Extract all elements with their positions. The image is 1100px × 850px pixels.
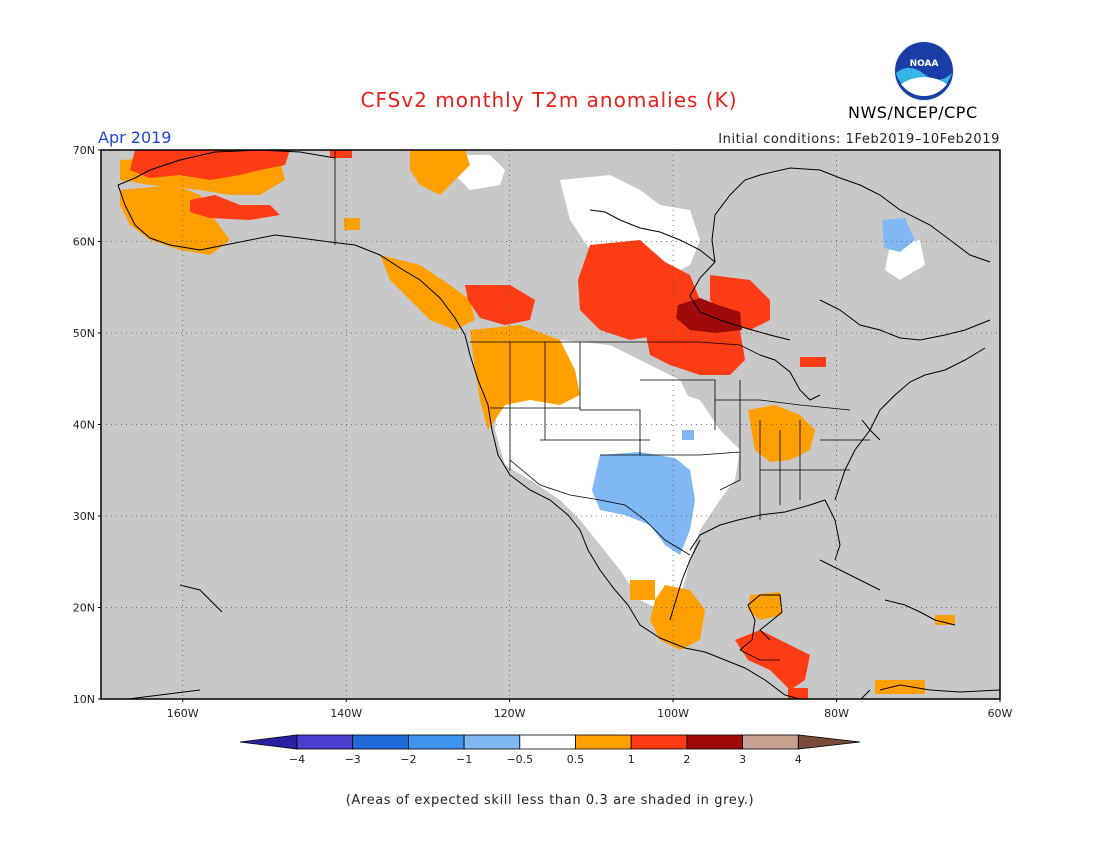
lat-label-70N: 70N <box>73 144 95 157</box>
lat-label-40N: 40N <box>73 419 95 432</box>
lat-label-30N: 30N <box>73 510 95 523</box>
anomaly-white-central <box>560 340 690 400</box>
colorbar-label: −0.5 <box>506 753 533 766</box>
colorbar-label: −1 <box>456 753 472 766</box>
anomaly-orange-spot2 <box>875 680 925 694</box>
colorbar-box <box>463 734 521 750</box>
noaa-logo-text: NOAA <box>909 59 939 69</box>
anomaly-red-bc <box>465 285 535 325</box>
colorbar-label: −4 <box>289 753 305 766</box>
anomaly-red-midwest <box>645 320 745 375</box>
initial-conditions: Initial conditions: 1Feb2019–10Feb2019 <box>718 132 1000 147</box>
anomaly-orange-yucatan <box>748 592 782 620</box>
latitude-labels: 70N 60N 50N 40N 30N 20N 10N <box>73 144 101 706</box>
colorbar-box <box>407 734 465 750</box>
anomaly-orange-ohio <box>748 405 815 462</box>
longitude-labels: 160W 140W 120W 100W 80W 60W <box>167 699 1013 720</box>
anomaly-red-spot1 <box>800 357 826 367</box>
anomaly-orange-nw <box>470 325 580 430</box>
anomaly-red-alaska-interior <box>190 195 280 220</box>
skill-footnote: (Areas of expected skill less than 0.3 a… <box>345 793 755 808</box>
lon-label-120W: 120W <box>494 707 526 720</box>
anomaly-blue-quebec <box>882 218 915 252</box>
colorbar-box <box>575 734 632 750</box>
colorbar-right-arrow <box>797 734 861 750</box>
colorbar-box <box>352 734 409 750</box>
lat-label-50N: 50N <box>73 327 95 340</box>
colorbar-label: 0.5 <box>567 753 585 766</box>
lat-label-20N: 20N <box>73 602 95 615</box>
borders <box>334 150 870 661</box>
colorbar-box <box>630 734 688 750</box>
anomaly-blue-spot <box>682 430 694 440</box>
colorbar-label: 3 <box>739 753 746 766</box>
lon-label-160W: 160W <box>167 707 199 720</box>
anomaly-white-canada <box>560 175 700 280</box>
anomaly-orange-spot1 <box>344 218 360 230</box>
colorbar-box <box>519 734 576 750</box>
anomaly-red-alaska <box>130 150 290 180</box>
colorbar-label: −3 <box>345 753 361 766</box>
colorbar-box <box>742 734 799 750</box>
colorbar-label: 4 <box>795 753 802 766</box>
agency-label: NWS/NCEP/CPC <box>848 103 978 122</box>
lon-label-60W: 60W <box>988 707 1013 720</box>
anomaly-orange-yukon <box>410 150 470 195</box>
anomaly-orange-bc <box>380 255 475 330</box>
lon-label-140W: 140W <box>330 707 362 720</box>
colorbar: −4 −3 −2 −1 −0.5 0.5 1 2 3 4 <box>239 734 861 766</box>
lat-label-10N: 10N <box>73 693 95 706</box>
colorbar-label: 2 <box>683 753 690 766</box>
noaa-logo <box>894 41 954 101</box>
chart-title-text: CFSv2 monthly T2m anomalies (K) <box>360 88 738 112</box>
colorbar-box <box>296 734 354 750</box>
forecast-month: Apr 2019 <box>98 128 172 147</box>
lon-label-100W: 100W <box>657 707 689 720</box>
anomaly-orange-spot4 <box>630 580 655 600</box>
colorbar-label: −2 <box>400 753 416 766</box>
anomaly-red-spot3 <box>330 150 352 158</box>
anomaly-orange-spot3 <box>935 615 955 625</box>
anomaly-orange-mexico <box>650 585 705 650</box>
colorbar-box <box>686 734 744 750</box>
lat-label-60N: 60N <box>73 236 95 249</box>
lon-label-80W: 80W <box>824 707 849 720</box>
anomaly-shading <box>120 150 955 699</box>
colorbar-left-arrow <box>239 734 298 750</box>
chart-title: CFSv2 monthly T2m anomalies (K) <box>0 88 1100 112</box>
anomaly-blue-plains <box>592 452 695 555</box>
anomaly-red-spot2 <box>788 688 808 699</box>
anomaly-red-canada <box>578 240 700 340</box>
colorbar-label: 1 <box>628 753 635 766</box>
